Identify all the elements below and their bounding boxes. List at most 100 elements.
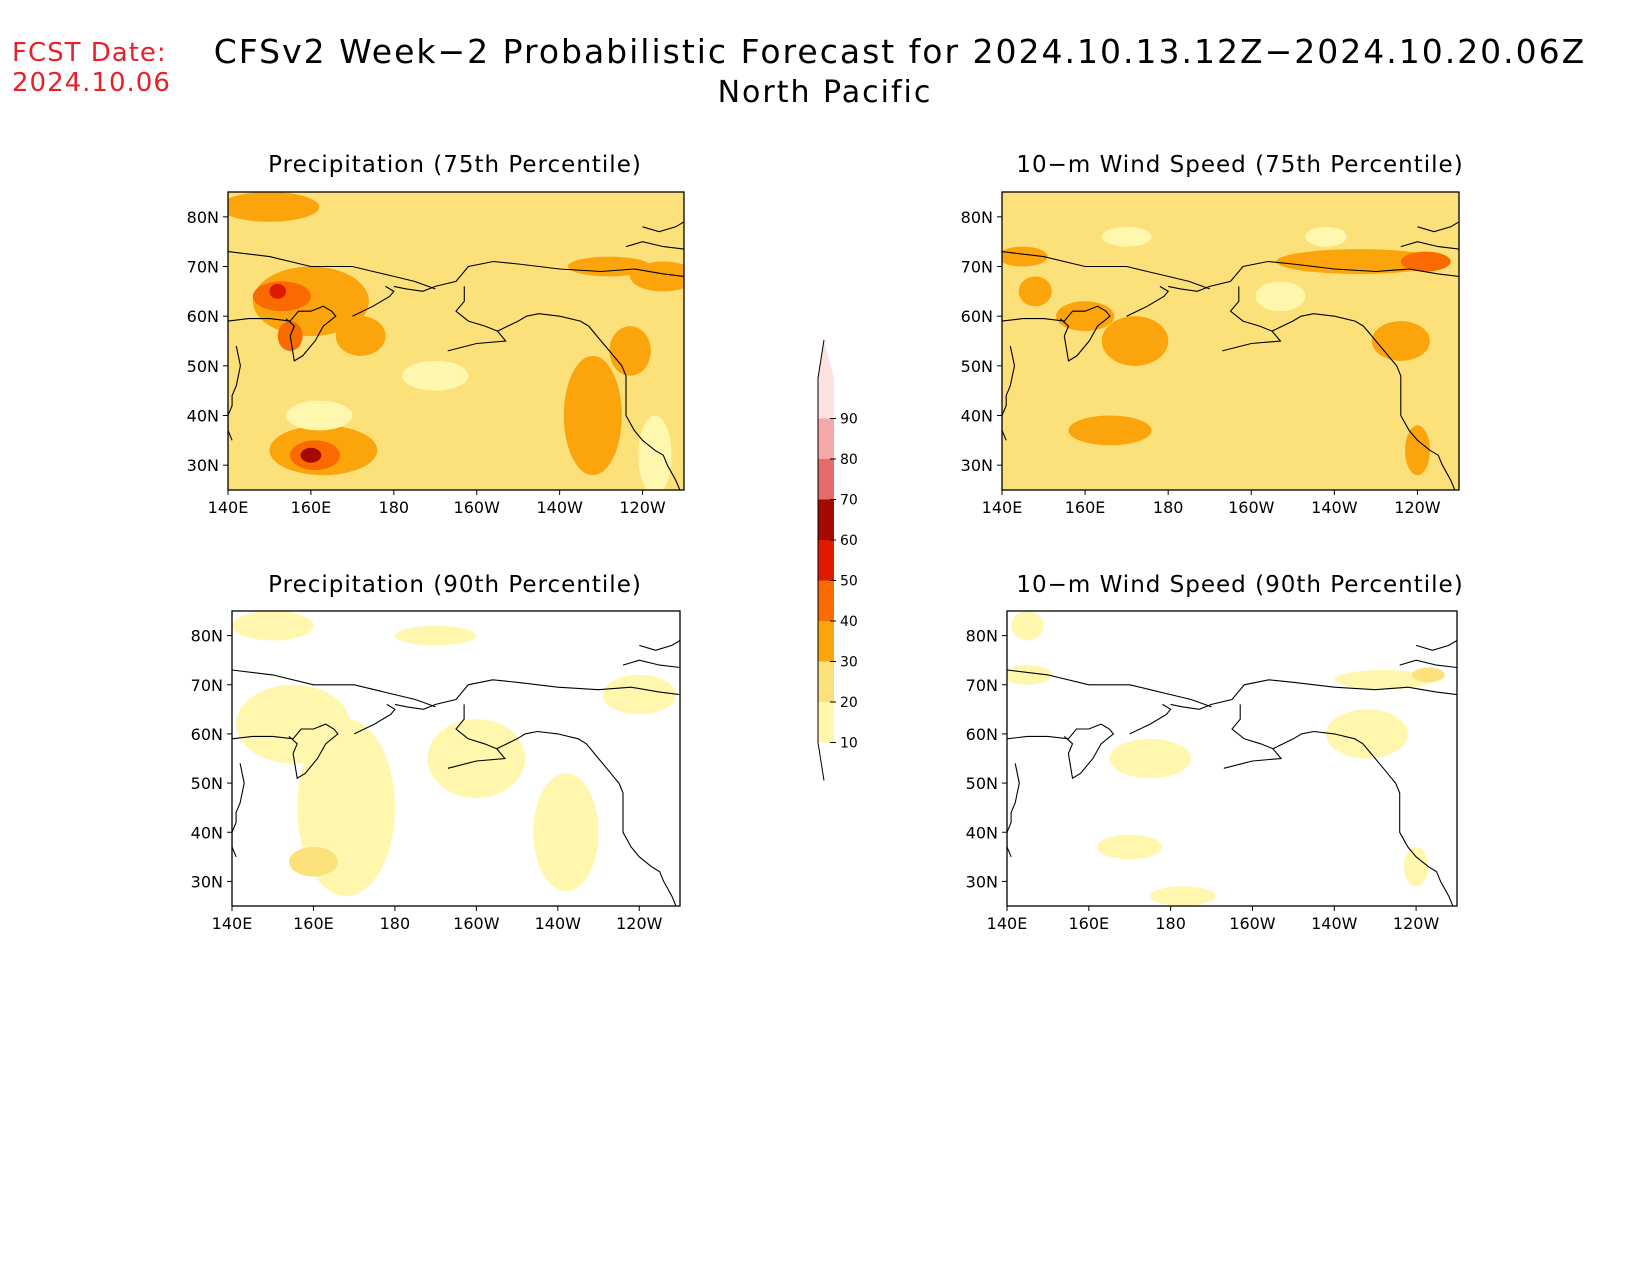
coastline: [1170, 679, 1457, 710]
colorbar-swatch: [818, 621, 834, 662]
lat-tick-label: 60N: [966, 725, 998, 744]
colorbar-bottom-arrow: [818, 742, 834, 781]
coastline: [232, 763, 245, 858]
coastline: [228, 305, 337, 362]
lon-tick-label: 160W: [1228, 498, 1275, 517]
shaded-region: [533, 773, 599, 892]
colorbar-label: 30: [840, 655, 858, 671]
lat-tick-label: 50N: [966, 774, 998, 793]
lat-tick-label: 30N: [191, 872, 223, 891]
colorbar-label: 20: [840, 695, 858, 711]
lon-tick-label: 120W: [616, 914, 663, 933]
coastline: [639, 640, 680, 651]
lat-tick-label: 30N: [966, 872, 998, 891]
lon-tick-label: 140W: [535, 914, 582, 933]
coastline: [1168, 260, 1459, 292]
panel-title-wind-75: 10−m Wind Speed (75th Percentile): [1016, 152, 1464, 178]
shaded-region: [1326, 709, 1408, 759]
coastline: [1272, 730, 1454, 906]
shaded-region: [1068, 415, 1152, 446]
lon-tick-label: 180: [379, 498, 410, 517]
coastline: [447, 704, 506, 769]
colorbar-label: 90: [840, 412, 858, 428]
map-frame: [227, 191, 685, 491]
shaded-region: [1007, 665, 1052, 685]
shaded-region: [289, 847, 338, 877]
coastline: [1222, 286, 1282, 352]
shaded-region: [335, 316, 386, 356]
map-panel-wind-75: 80N 70N 60N 50N 40N 30N 140E 160E 180 160W 140W 120…: [961, 191, 1460, 517]
lat-tick-label: 50N: [187, 357, 219, 376]
lat-tick-label: 30N: [187, 456, 219, 475]
lon-tick-label: 160W: [454, 498, 501, 517]
lon-tick-label: 120W: [619, 498, 666, 517]
shaded-region: [1150, 886, 1216, 906]
lat-tick-label: 60N: [187, 307, 219, 326]
shaded-region: [1011, 611, 1044, 641]
colorbar-label: 70: [840, 493, 858, 509]
shaded-region: [1276, 249, 1443, 274]
lon-tick-label: 120W: [1394, 498, 1441, 517]
lat-tick-label: 80N: [966, 627, 998, 646]
lon-tick-label: 160E: [1065, 498, 1106, 517]
lat-tick-label: 80N: [961, 208, 993, 227]
colorbar-swatch: [818, 540, 834, 581]
shaded-region: [638, 415, 672, 490]
shaded-region: [394, 625, 477, 646]
panel-title-precip-90: Precipitation (90th Percentile): [268, 572, 642, 598]
coastline: [1223, 704, 1283, 769]
colorbar-swatch: [818, 459, 834, 500]
lat-tick-label: 40N: [966, 823, 998, 842]
shaded-region: [1109, 738, 1192, 779]
lon-tick-label: 160W: [453, 914, 500, 933]
map-frame: [1001, 191, 1460, 491]
panel-title-precip-75: Precipitation (75th Percentile): [268, 152, 642, 178]
coastline: [353, 703, 396, 735]
coastline: [1007, 723, 1115, 780]
fcst-date-label: FCST Date:: [12, 38, 167, 68]
lat-tick-label: 70N: [191, 676, 223, 695]
map-panel-precip-90: 80N 70N 60N 50N 40N 30N 140E 160E 180 160W 140W 120…: [191, 610, 681, 933]
lon-tick-label: 180: [1155, 914, 1186, 933]
colorbar-label: 60: [840, 533, 858, 549]
colorbar-swatch: [818, 702, 834, 743]
lon-tick-label: 140W: [1311, 498, 1358, 517]
map-panel-precip-75: 80N 70N 60N 50N 40N 30N 140E 160E 180 160W 140W 120…: [187, 191, 685, 517]
coastline: [352, 285, 395, 317]
lat-tick-label: 40N: [187, 407, 219, 426]
coastline: [447, 286, 507, 352]
lat-tick-label: 40N: [961, 407, 993, 426]
colorbar-swatch: [818, 378, 834, 419]
coastline: [232, 723, 339, 780]
lon-tick-label: 140E: [987, 914, 1028, 933]
coastline: [1007, 669, 1212, 708]
coastline: [393, 260, 684, 292]
lon-tick-label: 120W: [1393, 914, 1440, 933]
shaded-region: [602, 674, 676, 715]
lon-tick-label: 180: [1153, 498, 1184, 517]
shaded-region: [609, 326, 651, 376]
coastline: [228, 345, 241, 441]
lon-tick-label: 160E: [1068, 914, 1109, 933]
lat-tick-label: 70N: [961, 258, 993, 277]
shaded-region: [1305, 226, 1347, 247]
coastline: [1002, 345, 1016, 441]
shaded-region: [1101, 316, 1169, 366]
coastline: [622, 659, 680, 669]
colorbar-swatch: [818, 661, 834, 702]
map-panel-wind-90: 80N 70N 60N 50N 40N 30N 140E 160E 180 160W 140W 120…: [966, 610, 1458, 933]
shaded-region: [1097, 834, 1163, 860]
shaded-region: [427, 719, 526, 798]
colorbar: 10 20 30 40 50 60 70 80 90: [817, 339, 858, 781]
shaded-region: [228, 192, 320, 222]
shaded-region: [1403, 847, 1429, 887]
coastline: [232, 669, 436, 708]
lat-tick-label: 80N: [191, 627, 223, 646]
coastline: [1399, 659, 1457, 669]
shaded-region: [1412, 667, 1445, 683]
map-frame: [1006, 610, 1458, 907]
map-background: [1007, 611, 1457, 906]
lat-tick-label: 70N: [966, 676, 998, 695]
coastline: [1415, 640, 1457, 651]
